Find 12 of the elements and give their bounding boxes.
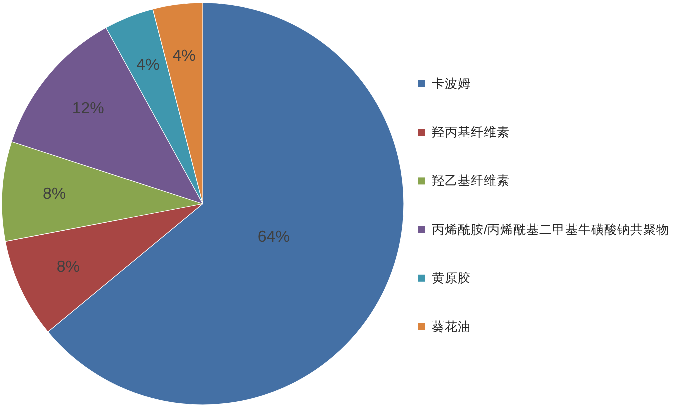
legend-label: 羟丙基纤维素 <box>432 126 510 140</box>
legend-label: 卡波姆 <box>432 77 471 91</box>
legend-label: 丙烯酰胺/丙烯酰基二甲基牛磺酸钠共聚物 <box>432 222 670 237</box>
legend-label: 羟乙基纤维素 <box>432 174 510 188</box>
data-label: 4% <box>172 48 196 65</box>
data-label: 12% <box>72 100 104 118</box>
legend-label: 黄原胶 <box>432 271 471 286</box>
data-label: 64% <box>258 228 290 246</box>
data-label: 8% <box>56 258 80 276</box>
legend-label: 葵花油 <box>432 320 471 334</box>
data-label: 4% <box>136 57 160 74</box>
data-label: 8% <box>42 186 66 204</box>
